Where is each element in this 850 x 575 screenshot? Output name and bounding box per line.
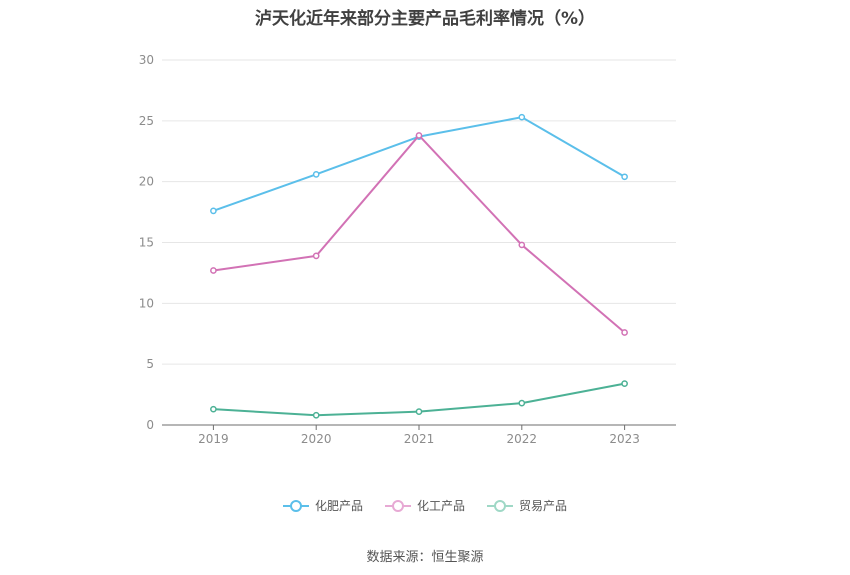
legend-circle-icon: [487, 499, 513, 512]
chart-title: 泸天化近年来部分主要产品毛利率情况（%）: [254, 9, 596, 29]
series-lines: [210, 113, 628, 419]
data-source: 数据来源：恒生聚源: [366, 550, 484, 565]
y-axis-ticks: 0 5 10 15 20 25 30: [139, 53, 154, 432]
data-point[interactable]: [621, 173, 628, 181]
data-point[interactable]: [518, 113, 526, 121]
data-point[interactable]: [518, 241, 526, 249]
legend-circle-icon: [282, 499, 309, 512]
legend: 化肥产品 化工产品 贸易产品: [0, 497, 850, 514]
y-tick-label: 30: [139, 53, 154, 67]
legend-item-trade[interactable]: 贸易产品: [487, 497, 567, 514]
y-tick-label: 10: [139, 296, 154, 310]
data-point[interactable]: [621, 329, 628, 336]
data-point[interactable]: [210, 405, 217, 413]
x-tick-label: 2022: [507, 432, 538, 446]
y-tick-label: 0: [146, 418, 154, 432]
x-tick-label: 2021: [404, 432, 435, 446]
x-tick-label: 2019: [198, 432, 229, 446]
series-line-0: [213, 116, 626, 212]
data-point[interactable]: [415, 132, 423, 139]
legend-item-chemical[interactable]: 化工产品: [384, 497, 465, 514]
x-tick-label: 2023: [609, 432, 640, 446]
grid-lines: [162, 59, 676, 365]
legend-circle-icon: [384, 499, 411, 512]
data-point[interactable]: [415, 408, 423, 415]
data-point[interactable]: [312, 252, 320, 260]
y-tick-label: 25: [139, 114, 154, 128]
data-point[interactable]: [518, 399, 526, 407]
y-tick-label: 5: [146, 357, 154, 371]
x-tick-label: 2020: [301, 432, 332, 446]
legend-item-fertilizer[interactable]: 化肥产品: [282, 497, 363, 514]
y-tick-label: 20: [139, 175, 154, 189]
x-axis: 2019 2020 2021 2022 2023: [162, 424, 676, 446]
data-point[interactable]: [621, 380, 628, 387]
data-point[interactable]: [210, 207, 217, 215]
data-point[interactable]: [312, 171, 320, 178]
data-point[interactable]: [210, 267, 217, 274]
y-tick-label: 15: [139, 236, 154, 250]
legend-label: 化工产品: [416, 499, 465, 513]
legend-label: 化肥产品: [314, 499, 363, 513]
legend-label: 贸易产品: [519, 499, 568, 513]
data-point[interactable]: [312, 411, 320, 419]
